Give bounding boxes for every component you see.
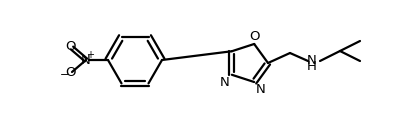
Text: N: N [81, 54, 91, 66]
Text: N: N [256, 83, 266, 96]
Text: −: − [60, 70, 70, 80]
Text: N: N [307, 54, 317, 67]
Text: +: + [86, 50, 94, 60]
Text: O: O [66, 66, 76, 79]
Text: O: O [66, 41, 76, 54]
Text: N: N [220, 76, 230, 89]
Text: H: H [307, 60, 317, 73]
Text: O: O [249, 30, 260, 43]
